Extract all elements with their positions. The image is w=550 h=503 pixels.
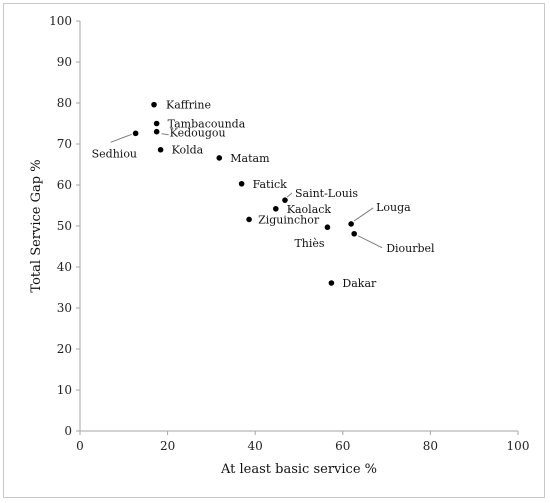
point-label-kaolack: Kaolack bbox=[287, 203, 332, 216]
point-label-matam: Matam bbox=[230, 152, 270, 165]
data-point-kaffrine bbox=[151, 101, 157, 108]
data-point-tambacounda bbox=[153, 120, 160, 127]
y-tick-label: 70 bbox=[57, 137, 72, 151]
data-point-dakar bbox=[328, 280, 335, 286]
data-point-fatick bbox=[238, 180, 245, 187]
point-label-saint-louis: Saint-Louis bbox=[295, 187, 358, 200]
y-tick-label: 0 bbox=[64, 424, 72, 438]
x-tick-label: 80 bbox=[423, 439, 438, 453]
x-tick-label: 40 bbox=[248, 439, 263, 453]
point-label-thi-s: Thiès bbox=[294, 237, 324, 250]
y-tick-label: 100 bbox=[49, 14, 72, 28]
data-point-matam bbox=[216, 155, 223, 161]
point-label-louga: Louga bbox=[376, 201, 411, 214]
point-label-kaffrine: Kaffrine bbox=[166, 99, 211, 112]
y-tick-label: 60 bbox=[57, 178, 72, 192]
chart-frame bbox=[3, 3, 545, 498]
data-points bbox=[132, 101, 357, 286]
y-tick-label: 40 bbox=[57, 260, 72, 274]
data-point-louga bbox=[348, 221, 354, 227]
leader-line-diourbel bbox=[357, 235, 383, 249]
y-tick-label: 30 bbox=[57, 301, 72, 315]
point-label-fatick: Fatick bbox=[253, 178, 288, 191]
x-axis-title: At least basic service % bbox=[220, 462, 377, 477]
leader-line-sedhiou bbox=[110, 133, 132, 143]
data-point-thi-s bbox=[324, 224, 331, 231]
leader-line-kedougou bbox=[161, 133, 169, 136]
x-tick-label: 100 bbox=[507, 439, 530, 453]
y-tick-label: 20 bbox=[57, 342, 72, 356]
y-tick-label: 90 bbox=[57, 55, 72, 69]
data-point-kaolack bbox=[272, 205, 279, 212]
point-label-kedougou: Kedougou bbox=[170, 127, 226, 140]
y-tick-label: 80 bbox=[57, 96, 72, 110]
point-label-ziguinchor: Ziguinchor bbox=[258, 213, 320, 226]
point-label-tambacounda: Tambacounda bbox=[168, 118, 246, 131]
leader-line-saint-louis bbox=[286, 192, 293, 198]
data-point-saint-louis bbox=[282, 197, 288, 203]
y-tick-label: 50 bbox=[57, 219, 72, 233]
y-tick-label: 10 bbox=[57, 383, 72, 397]
data-point-ziguinchor bbox=[246, 216, 252, 223]
data-point-diourbel bbox=[351, 230, 357, 237]
x-tick-label: 60 bbox=[335, 439, 350, 453]
y-axis-title: Total Service Gap % bbox=[29, 159, 44, 292]
point-label-kolda: Kolda bbox=[172, 144, 204, 157]
axes: 0 10 20 30 40 50 60 70 80 90 100 0 20 40 60 80 100 bbox=[49, 14, 529, 453]
data-point-kolda bbox=[157, 146, 164, 153]
x-tick-label: 20 bbox=[160, 439, 175, 453]
data-point-kedougou bbox=[153, 128, 160, 135]
data-point-sedhiou bbox=[132, 130, 139, 137]
point-label-dakar: Dakar bbox=[342, 277, 377, 290]
x-tick-label: 0 bbox=[76, 439, 84, 453]
point-label-sedhiou: Sedhiou bbox=[92, 147, 137, 160]
leader-line-louga bbox=[353, 207, 374, 222]
point-label-diourbel: Diourbel bbox=[386, 242, 435, 255]
